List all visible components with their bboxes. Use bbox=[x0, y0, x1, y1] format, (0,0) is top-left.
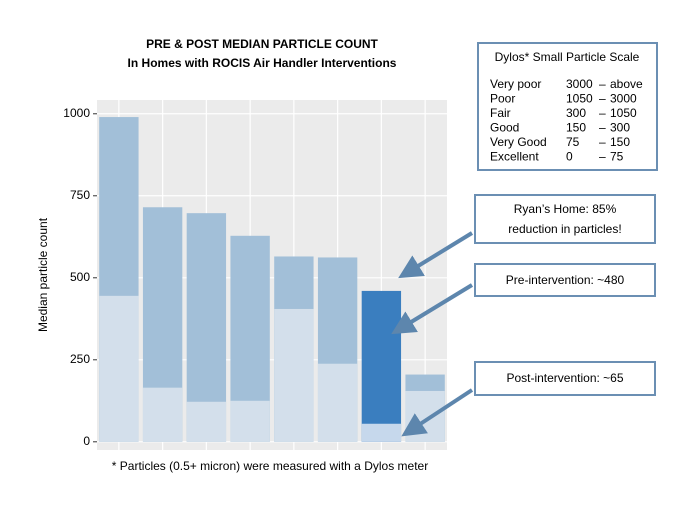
annotation: Ryan’s Home: 85% bbox=[514, 202, 617, 216]
scale-cell: Very Good bbox=[490, 135, 547, 149]
scale-cell: – bbox=[599, 150, 606, 164]
scale-cell: Good bbox=[490, 121, 519, 135]
annotation-box bbox=[474, 263, 656, 297]
scale-cell: – bbox=[599, 92, 606, 106]
scale-cell: 300 bbox=[566, 106, 586, 120]
scale-cell: – bbox=[599, 121, 606, 135]
y-tick-label: 750 bbox=[70, 188, 90, 202]
scale-cell: – bbox=[599, 106, 606, 120]
scale-cell: 1050 bbox=[566, 92, 593, 106]
scale-cell: Fair bbox=[490, 106, 511, 120]
y-axis-label: Median particle count bbox=[36, 217, 50, 332]
arrow bbox=[401, 388, 474, 437]
annotation-box bbox=[474, 361, 656, 396]
scale-cell: 150 bbox=[610, 135, 630, 149]
scale-cell: – bbox=[599, 135, 606, 149]
footnote: * Particles (0.5+ micron) were measured … bbox=[112, 459, 428, 473]
bar bbox=[186, 401, 227, 442]
scale-cell: 75 bbox=[566, 135, 580, 149]
bar bbox=[274, 308, 314, 442]
bar bbox=[142, 387, 183, 442]
y-tick-label: 1000 bbox=[63, 106, 90, 120]
chart-title: PRE & POST MEDIAN PARTICLE COUNT bbox=[146, 37, 378, 51]
annotation: Post-intervention: ~65 bbox=[506, 371, 623, 385]
scale-cell: Very poor bbox=[490, 77, 541, 91]
y-tick-label: 500 bbox=[70, 270, 90, 284]
scale-cell: 3000 bbox=[566, 77, 593, 91]
bar bbox=[230, 400, 270, 442]
scale-cell: 0 bbox=[566, 150, 573, 164]
y-tick-label: 250 bbox=[70, 352, 90, 366]
arrow bbox=[391, 283, 474, 335]
scale-cell: 300 bbox=[610, 121, 630, 135]
y-tick-label: 0 bbox=[83, 434, 90, 448]
scale-box bbox=[477, 42, 658, 171]
scale-cell: Excellent bbox=[490, 150, 539, 164]
bar bbox=[361, 290, 402, 442]
bar bbox=[99, 295, 139, 442]
bar bbox=[317, 363, 358, 442]
scale-cell: 75 bbox=[610, 150, 624, 164]
scale-cell: Poor bbox=[490, 92, 515, 106]
bar bbox=[405, 390, 445, 442]
bar bbox=[361, 423, 402, 442]
chart-subtitle: In Homes with ROCIS Air Handler Interven… bbox=[128, 56, 397, 70]
scale-cell: 150 bbox=[566, 121, 586, 135]
annotation-box bbox=[474, 194, 656, 244]
scale-cell: 3000 bbox=[610, 92, 637, 106]
scale-cell: 1050 bbox=[610, 106, 637, 120]
scale-cell: – bbox=[599, 77, 606, 91]
scale-title: Dylos* Small Particle Scale bbox=[495, 50, 640, 64]
annotation: reduction in particles! bbox=[508, 222, 621, 236]
arrow bbox=[398, 231, 474, 279]
annotation: Pre-intervention: ~480 bbox=[506, 273, 625, 287]
scale-cell: above bbox=[610, 77, 643, 91]
